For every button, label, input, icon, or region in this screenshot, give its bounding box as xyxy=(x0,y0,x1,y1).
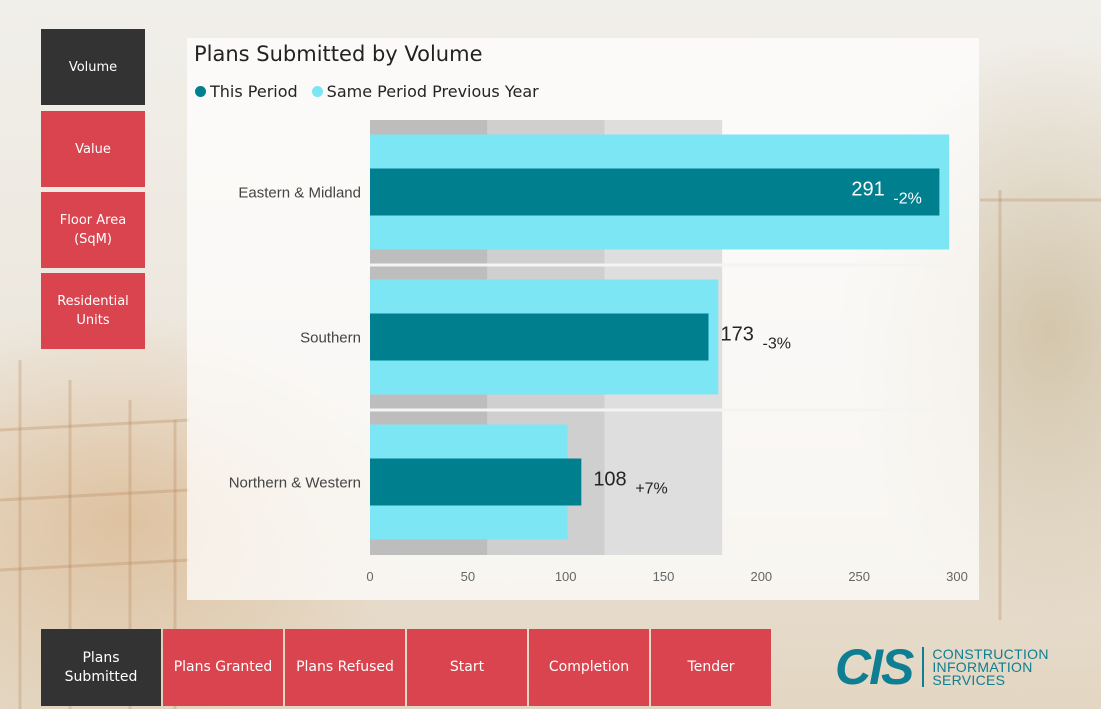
tab-plans-refused[interactable]: Plans Refused xyxy=(285,629,405,706)
category-label: Southern xyxy=(300,330,361,347)
x-tick-label: 250 xyxy=(848,569,870,584)
category-label: Eastern & Midland xyxy=(238,185,361,202)
side-menu-value[interactable]: Value xyxy=(41,111,145,187)
logo-mark: CIS xyxy=(835,639,914,695)
chart-title: Plans Submitted by Volume xyxy=(194,42,483,66)
logo-line-3: SERVICES xyxy=(932,671,1006,688)
change-label: -3% xyxy=(763,336,791,353)
x-tick-label: 0 xyxy=(366,569,373,584)
tab-tender[interactable]: Tender xyxy=(651,629,771,706)
data-label: 173 xyxy=(721,324,754,346)
chart-legend: This Period Same Period Previous Year xyxy=(195,82,553,101)
tab-plans-submitted[interactable]: Plans Submitted xyxy=(41,629,161,706)
legend-label-this-period: This Period xyxy=(210,82,298,101)
logo-line-1: CONSTRUCTION xyxy=(932,645,1049,662)
legend-label-previous-year: Same Period Previous Year xyxy=(326,82,539,101)
bar-this-period xyxy=(370,168,940,216)
cis-logo: CIS CONSTRUCTION INFORMATION SERVICES xyxy=(835,639,1049,695)
change-label: +7% xyxy=(635,481,667,498)
data-label: 291 xyxy=(851,179,884,201)
side-menu-residential-units[interactable]: Residential Units xyxy=(41,273,145,349)
row-separator xyxy=(370,408,957,412)
x-tick-label: 100 xyxy=(555,569,577,584)
x-tick-label: 300 xyxy=(946,569,968,584)
x-tick-label: 50 xyxy=(461,569,475,584)
legend-dot-previous-year xyxy=(311,86,323,97)
category-label: Northern & Western xyxy=(229,475,361,492)
logo-line-2: INFORMATION xyxy=(932,658,1033,675)
bar-this-period xyxy=(370,313,709,361)
logo-text: CONSTRUCTION INFORMATION SERVICES xyxy=(932,645,1049,688)
tab-completion[interactable]: Completion xyxy=(529,629,649,706)
data-label: 108 xyxy=(593,469,626,491)
tab-start[interactable]: Start xyxy=(407,629,527,706)
change-label: -2% xyxy=(893,191,921,208)
logo-separator xyxy=(922,647,925,687)
legend-dot-this-period xyxy=(195,86,206,97)
bottom-tab-bar: Plans Submitted Plans Granted Plans Refu… xyxy=(41,629,773,706)
legend-item-previous-year[interactable]: Same Period Previous Year xyxy=(311,82,539,101)
bar-this-period xyxy=(370,458,582,506)
x-tick-label: 150 xyxy=(653,569,675,584)
side-menu-volume[interactable]: Volume xyxy=(41,29,145,105)
x-tick-label: 200 xyxy=(750,569,772,584)
row-separator xyxy=(370,263,957,267)
legend-item-this-period[interactable]: This Period xyxy=(195,82,298,101)
side-menu-floor-area[interactable]: Floor Area (SqM) xyxy=(41,192,145,268)
tab-plans-granted[interactable]: Plans Granted xyxy=(163,629,283,706)
